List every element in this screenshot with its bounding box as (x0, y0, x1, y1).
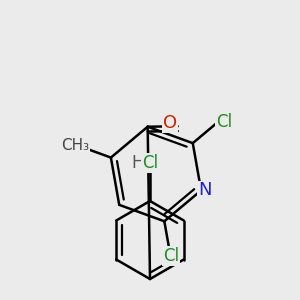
Text: N: N (142, 154, 155, 172)
Text: Cl: Cl (163, 247, 179, 265)
Text: O: O (163, 114, 177, 132)
Text: H: H (131, 154, 144, 172)
Text: Cl: Cl (142, 154, 158, 172)
Text: Cl: Cl (216, 113, 232, 131)
Text: CH₃: CH₃ (61, 138, 89, 153)
Text: N: N (198, 182, 211, 200)
